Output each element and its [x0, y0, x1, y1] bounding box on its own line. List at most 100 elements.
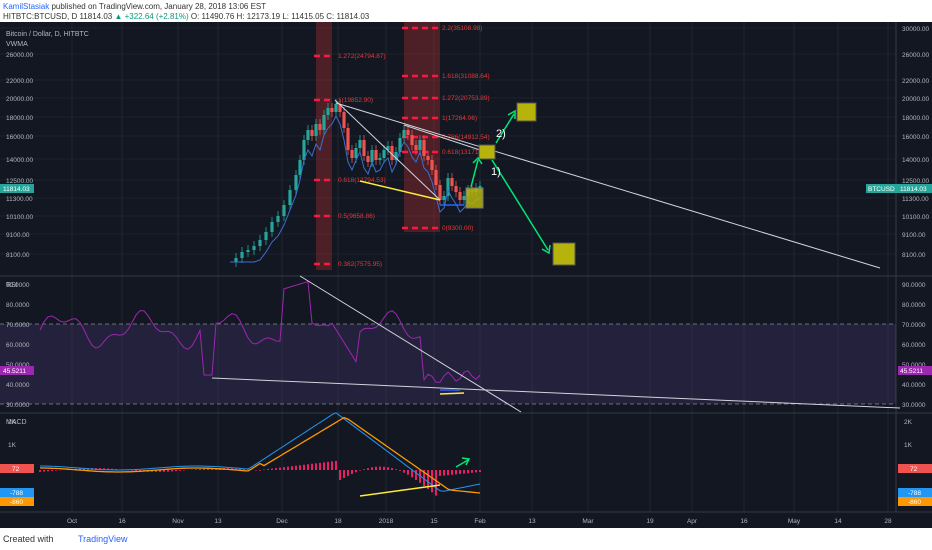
macd-bar	[387, 467, 389, 470]
macd-arrow-shaft	[455, 459, 469, 468]
candle-body	[288, 190, 292, 205]
macd-hist-badge-right-text: 72	[910, 466, 918, 473]
candle-body	[282, 205, 286, 216]
candle-body	[234, 258, 238, 262]
rsi-tick-label-left: 50.0000	[6, 362, 30, 369]
candle-body	[422, 140, 426, 156]
candle-body	[354, 148, 358, 158]
candle-body	[434, 170, 438, 185]
ohlc-values: O: 11490.76 H: 12173.19 L: 11415.05 C: 1…	[190, 12, 370, 21]
target-box-2	[516, 102, 537, 122]
rsi-yellow-line	[439, 392, 465, 395]
time-tick-label: Dec	[276, 518, 288, 525]
time-tick-label: 19	[646, 518, 654, 525]
rsi-tick-label: 90.0000	[902, 282, 926, 289]
fib-label-left: 0.618(12794.53)	[338, 177, 386, 184]
macd-bar	[47, 470, 49, 472]
candle-body	[462, 196, 466, 200]
price-tick-label: 20000.00	[902, 96, 929, 103]
price-tick-label-left: 14000.00	[6, 157, 33, 164]
tradingview-link[interactable]: TradingView	[78, 534, 128, 544]
time-tick-label: Mar	[582, 518, 594, 525]
symbol-badge	[866, 184, 898, 193]
fib-label-right: 1(17264.06)	[442, 115, 477, 122]
candle-body	[240, 252, 244, 258]
macd-bar	[39, 470, 41, 472]
target-box-down	[552, 242, 576, 266]
macd-bar	[331, 461, 333, 470]
macd-arrow-head	[461, 457, 471, 466]
candle-body	[438, 185, 442, 200]
macd-bar	[195, 469, 197, 470]
rsi-line	[39, 280, 481, 383]
arrows	[470, 109, 551, 255]
fib-label-right: 0(9300.00)	[442, 225, 473, 232]
time-tick-label: 16	[118, 518, 126, 525]
price-tick-label-left: 22000.00	[6, 78, 33, 85]
macd-bar	[419, 470, 421, 483]
candle-body	[314, 124, 318, 136]
arrow-head-down	[541, 244, 551, 255]
macd-bar	[399, 470, 401, 471]
macd-badge-right-text: -788	[908, 490, 921, 497]
macd-bar	[259, 470, 261, 471]
price-tick-label-left: 12500.00	[6, 178, 33, 185]
rsi-tick-label: 60.0000	[902, 342, 926, 349]
signal-badge-left	[0, 497, 34, 506]
target-box-current	[465, 187, 484, 209]
macd-bar	[455, 470, 457, 475]
macd-bar	[175, 470, 177, 472]
macd-hist-badge-left	[0, 464, 34, 473]
macd-bar	[319, 462, 321, 470]
macd-bar	[283, 467, 285, 470]
macd-bar	[435, 470, 437, 496]
candle-body	[346, 128, 350, 150]
macd-bar	[211, 468, 213, 470]
rsi-tick-label: 70.0000	[902, 322, 926, 329]
author-link[interactable]: KamilStasiak	[3, 2, 50, 11]
price-tick-label: 30000.00	[902, 26, 929, 33]
candle-body	[318, 124, 322, 130]
fib-label-left: 0.5(9658.86)	[338, 213, 375, 220]
macd-bar	[159, 470, 161, 472]
time-tick-label: 18	[334, 518, 342, 525]
time-tick-label: 16	[740, 518, 748, 525]
symbol-line: HITBTC:BTCUSD, D 11814.03	[3, 12, 113, 21]
price-tick-label: 9100.00	[902, 232, 926, 239]
price-tick-label-left: 20000.00	[6, 96, 33, 103]
vwma-line	[230, 114, 481, 263]
arrow-up-1	[470, 159, 479, 188]
candle-body	[342, 112, 346, 128]
rsi-badge-right-text: 45.5211	[900, 368, 923, 375]
macd-tick-label-left: 2K	[8, 419, 17, 426]
signal-badge-right-text: -860	[908, 499, 921, 506]
signal-badge-right	[898, 497, 932, 506]
candle-body	[294, 175, 298, 190]
macd-bar	[471, 470, 473, 473]
main-chart-title: Bitcoin / Dollar, D, HITBTC	[6, 31, 89, 38]
macd-bar	[279, 467, 281, 470]
candle-body	[430, 160, 434, 170]
candle-body	[414, 145, 418, 150]
candle-body	[450, 178, 454, 186]
macd-line	[40, 412, 481, 492]
macd-bar	[459, 470, 461, 474]
price-tick-label: 10100.00	[902, 214, 929, 221]
macd-bar	[463, 470, 465, 474]
macd-bar	[199, 468, 201, 470]
candle-body	[454, 186, 458, 192]
macd-bar	[207, 468, 209, 470]
macd-bar	[359, 470, 361, 471]
macd-bar	[403, 470, 405, 473]
macd-tick-label-left: 1K	[8, 442, 17, 449]
candle-body	[398, 138, 402, 152]
trendline-wedge	[334, 99, 441, 201]
macd-arrow	[455, 457, 471, 468]
macd-bar	[339, 470, 341, 480]
macd-bar	[335, 460, 337, 470]
candle-body	[366, 156, 370, 162]
macd-bar	[315, 463, 317, 470]
price-tick-label: 14000.00	[902, 157, 929, 164]
time-axis: Oct 16 Nov 13 Dec 18 2018 15 Feb 13 Mar 19 Apr 16 May 1…	[67, 518, 892, 525]
